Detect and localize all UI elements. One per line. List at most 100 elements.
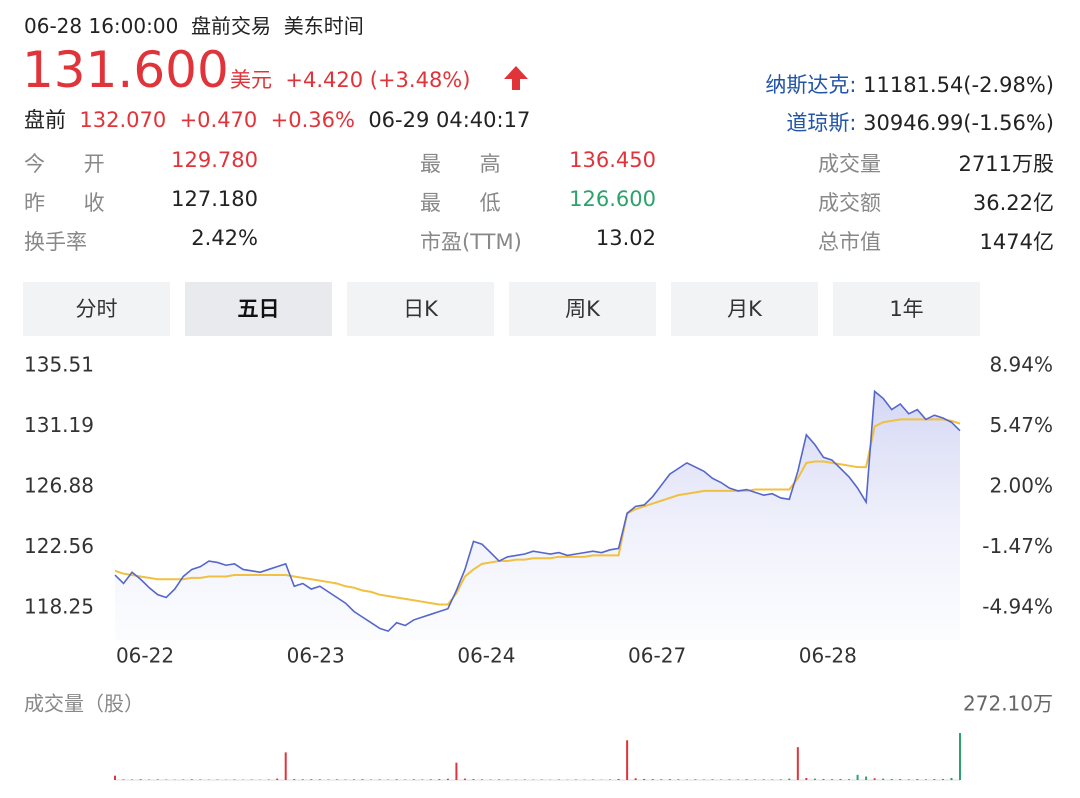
stat-label: 最 低 [420, 191, 517, 215]
volume-bar [481, 779, 484, 780]
stat-value: 126.600 [569, 187, 656, 211]
volume-bar [754, 779, 757, 780]
volume-bar [745, 779, 748, 780]
volume-bar [506, 779, 509, 780]
change-pct: (+3.48%) [369, 68, 471, 92]
y-tick-label: 131.19 [24, 413, 94, 437]
volume-bar [865, 776, 868, 780]
stat-value: 136.450 [569, 148, 656, 172]
indices: 纳斯达克: 11181.54(-2.98%) 道琼斯: 30946.99(-1.… [765, 66, 1054, 142]
currency: 美元 [230, 68, 272, 92]
volume-bar [293, 778, 296, 780]
volume-bar [284, 752, 287, 780]
pre-label: 盘前 [24, 108, 66, 132]
volume-tick-label: 272.10万 [963, 692, 1053, 716]
average-line [114, 418, 961, 606]
volume-bar [378, 779, 381, 780]
volume-bar [933, 779, 936, 780]
volume-title: 成交量（股） [24, 692, 144, 716]
volume-bar [839, 778, 842, 780]
stat-label: 成交量 [818, 152, 881, 176]
volume-bar [574, 779, 577, 780]
tab[interactable]: 1年 [833, 282, 980, 336]
volume-bar [762, 779, 765, 780]
stat-value: 36.22亿 [972, 191, 1054, 215]
volume-bar [702, 779, 705, 780]
stat-label: 总市值 [818, 230, 881, 254]
volume-bar [446, 778, 449, 780]
tab[interactable]: 日K [347, 282, 494, 336]
volume-bar [609, 779, 612, 780]
index-value: 11181.54(-2.98%) [863, 73, 1054, 97]
volume-bar [907, 779, 910, 780]
volume-bar [498, 779, 501, 780]
x-tick-label: 06-22 [116, 644, 174, 668]
volume-bar [429, 779, 432, 780]
volume-bar [318, 779, 321, 780]
volume-bar [199, 779, 202, 780]
volume-bar [668, 779, 671, 780]
volume-bar [139, 779, 142, 780]
volume-bar [404, 779, 407, 780]
stat-value: 2.42% [191, 226, 258, 250]
y-tick-label: 118.25 [24, 595, 94, 619]
tab[interactable]: 月K [671, 282, 818, 336]
y-tick-label: 126.88 [24, 474, 94, 498]
pre-price: 132.070 [79, 108, 167, 132]
premarket: 盘前 132.070 +0.470 +0.36% 06-29 04:40:17 [24, 104, 530, 134]
volume-bar [557, 779, 560, 780]
stat-value: 2711万股 [958, 152, 1054, 176]
volume-bar [455, 762, 458, 780]
tab-active[interactable]: 五日 [185, 282, 332, 336]
volume-bar [634, 778, 637, 780]
volume-bar [651, 779, 654, 780]
timezone: 美东时间 [283, 14, 364, 38]
index-label: 道琼斯: [786, 111, 857, 135]
quote-time: 06-28 16:00:00 盘前交易 美东时间 [24, 10, 364, 39]
volume-bar [489, 779, 492, 780]
index: 道琼斯: 30946.99(-1.56%) [765, 104, 1054, 142]
volume-bar [660, 779, 663, 780]
volume-bar [523, 779, 526, 780]
volume-bar [728, 779, 731, 780]
volume-bar [276, 778, 279, 780]
stat-value: 1474亿 [979, 230, 1054, 254]
y2-tick-label: 2.00% [989, 474, 1053, 498]
y-tick-label: 135.51 [24, 353, 94, 377]
price-area [115, 391, 960, 640]
stat-label: 今 开 [24, 152, 121, 176]
volume-bar [856, 774, 859, 780]
y2-tick-label: -1.47% [982, 534, 1053, 558]
index-label: 纳斯达克: [765, 73, 857, 97]
price: 131.600 [22, 41, 229, 99]
stat-label: 昨 收 [24, 191, 121, 215]
pre-change: +0.470 [179, 108, 258, 132]
volume-bar [301, 779, 304, 780]
stat-label: 成交额 [818, 191, 881, 215]
volume-bar [233, 779, 236, 780]
volume-bar [412, 779, 415, 780]
y2-tick-label: -4.94% [982, 595, 1053, 619]
volume-bar [361, 779, 364, 780]
volume-bar [941, 778, 944, 780]
volume-bar [677, 779, 680, 780]
volume-bar [685, 779, 688, 780]
volume-bar [310, 779, 313, 780]
volume-bar [421, 779, 424, 780]
volume-bar [924, 779, 927, 780]
index-value: 30946.99(-1.56%) [863, 111, 1054, 135]
tab[interactable]: 周K [509, 282, 656, 336]
volume-bar [216, 779, 219, 780]
stat-label: 换手率 [24, 230, 87, 254]
tab[interactable]: 分时 [23, 282, 170, 336]
volume-bar [771, 779, 774, 780]
x-tick-label: 06-27 [628, 644, 686, 668]
volume-bar [122, 779, 125, 780]
volume-bar [352, 779, 355, 780]
volume-bar [335, 779, 338, 780]
volume-bar [848, 779, 851, 780]
volume-bar [156, 779, 159, 780]
volume-bar [890, 778, 893, 780]
